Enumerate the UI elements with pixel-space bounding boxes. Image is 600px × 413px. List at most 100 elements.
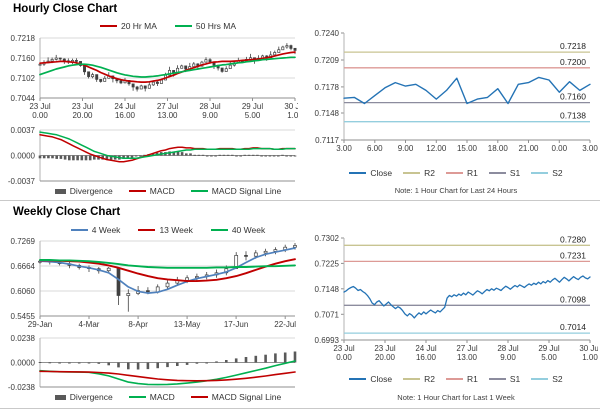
svg-text:-0.0037: -0.0037 xyxy=(8,177,36,184)
legend-item: Close xyxy=(349,168,392,178)
svg-text:0.7098: 0.7098 xyxy=(560,294,586,304)
legend-label: Divergence xyxy=(69,392,113,402)
svg-text:20.00: 20.00 xyxy=(72,111,93,120)
legend-item: MACD Signal Line xyxy=(190,186,281,196)
legend-item: R1 xyxy=(445,374,478,384)
weekly-pivot-legend: Close R2 R1 S1 S2 xyxy=(322,374,590,384)
legend-item: MACD Signal Line xyxy=(190,392,282,402)
svg-text:0.0037: 0.0037 xyxy=(11,126,36,135)
legend-item: 4 Week xyxy=(70,225,120,235)
legend-line-swatch-icon xyxy=(488,172,506,174)
hourly-macd-chart: 0.0037 0.0000 -0.0037 xyxy=(8,126,297,184)
legend-line-swatch-icon xyxy=(403,378,421,380)
legend-line-swatch-icon xyxy=(99,25,117,27)
svg-text:23 Jul: 23 Jul xyxy=(72,102,94,111)
legend-label: S2 xyxy=(552,374,563,384)
svg-text:29 Jul: 29 Jul xyxy=(538,344,560,353)
legend-line-swatch-icon xyxy=(128,396,146,398)
svg-text:0.5455: 0.5455 xyxy=(11,312,36,321)
svg-text:16.00: 16.00 xyxy=(416,353,437,362)
svg-text:13-May: 13-May xyxy=(174,320,201,329)
legend-item: 20 Hr MA xyxy=(99,21,157,31)
svg-text:0.7209: 0.7209 xyxy=(315,56,340,65)
weekly-macd-legend: Divergence MACD MACD Signal Line xyxy=(40,392,296,402)
svg-text:22-Jul: 22-Jul xyxy=(274,320,296,329)
legend-item: S2 xyxy=(531,374,563,384)
svg-text:29-Jan: 29-Jan xyxy=(28,320,52,329)
bottom-divider xyxy=(0,408,600,409)
svg-text:12.00: 12.00 xyxy=(426,144,447,153)
legend-line-swatch-icon xyxy=(349,172,367,174)
svg-text:23 Jul: 23 Jul xyxy=(374,344,396,353)
svg-text:27 Jul: 27 Jul xyxy=(157,102,179,111)
legend-item: R2 xyxy=(403,374,435,384)
svg-text:0.6664: 0.6664 xyxy=(11,262,36,271)
svg-text:9.00: 9.00 xyxy=(398,144,414,153)
svg-text:0.7044: 0.7044 xyxy=(11,94,36,103)
svg-text:23 Jul: 23 Jul xyxy=(333,344,355,353)
legend-item: 13 Week xyxy=(138,225,193,235)
legend-line-swatch-icon xyxy=(531,172,549,174)
svg-text:18.00: 18.00 xyxy=(488,144,509,153)
svg-text:13.00: 13.00 xyxy=(457,353,478,362)
weekly-macd-chart: 0.0238 0.0000 -0.0238 xyxy=(8,334,297,391)
hourly-macd-legend: Divergence MACD MACD Signal Line xyxy=(40,186,296,196)
legend-line-swatch-icon xyxy=(174,25,192,27)
legend-label: R2 xyxy=(424,374,435,384)
svg-text:0.7138: 0.7138 xyxy=(560,111,586,121)
legend-item: MACD xyxy=(128,392,175,402)
svg-text:16.00: 16.00 xyxy=(115,111,136,120)
hourly-ma-legend: 20 Hr MA 50 Hrs MA xyxy=(40,21,296,31)
legend-item: R1 xyxy=(445,168,478,178)
svg-text:17-Jun: 17-Jun xyxy=(224,320,248,329)
legend-item: R2 xyxy=(403,168,435,178)
weekly-chart-note: Note: 1 Hour Chart for Last 1 Week xyxy=(397,393,515,402)
svg-text:24 Jul: 24 Jul xyxy=(415,344,437,353)
svg-text:0.7117: 0.7117 xyxy=(315,136,339,145)
hourly-chart-note: Note: 1 Hour Chart for Last 24 Hours xyxy=(394,186,518,195)
svg-text:0.0000: 0.0000 xyxy=(11,359,36,368)
legend-line-swatch-icon xyxy=(128,190,146,192)
legend-item: S2 xyxy=(531,168,563,178)
svg-text:0.0000: 0.0000 xyxy=(11,152,36,161)
svg-text:28 Jul: 28 Jul xyxy=(199,102,221,111)
svg-text:0.7218: 0.7218 xyxy=(11,34,36,43)
legend-label: R1 xyxy=(466,374,478,384)
svg-text:0.00: 0.00 xyxy=(336,353,352,362)
svg-text:0.7148: 0.7148 xyxy=(315,285,340,294)
legend-line-swatch-icon xyxy=(349,378,367,380)
svg-text:29 Jul: 29 Jul xyxy=(242,102,264,111)
legend-label: 40 Week xyxy=(231,225,266,235)
legend-label: S1 xyxy=(509,168,521,178)
legend-item: MACD xyxy=(128,186,175,196)
svg-text:9.00: 9.00 xyxy=(202,111,218,120)
svg-text:-0.0238: -0.0238 xyxy=(8,383,36,391)
legend-item: Divergence xyxy=(54,186,113,196)
legend-item: 50 Hrs MA xyxy=(174,21,236,31)
svg-text:0.7231: 0.7231 xyxy=(560,250,586,260)
svg-text:8-Apr: 8-Apr xyxy=(128,320,148,329)
svg-text:0.7302: 0.7302 xyxy=(315,234,340,243)
svg-text:0.7160: 0.7160 xyxy=(11,54,36,63)
legend-line-swatch-icon xyxy=(210,229,228,231)
legend-label: MACD Signal Line xyxy=(211,392,282,402)
legend-label: R1 xyxy=(466,168,478,178)
legend-label: Divergence xyxy=(69,186,113,196)
svg-text:9.00: 9.00 xyxy=(500,353,516,362)
legend-bar-swatch-icon xyxy=(54,188,66,194)
svg-text:0.7148: 0.7148 xyxy=(315,109,340,118)
svg-text:21.00: 21.00 xyxy=(518,144,539,153)
svg-text:13.00: 13.00 xyxy=(157,111,178,120)
legend-item: Close xyxy=(349,374,392,384)
svg-text:0.0238: 0.0238 xyxy=(11,334,36,343)
legend-line-swatch-icon xyxy=(445,378,463,380)
legend-line-swatch-icon xyxy=(531,378,549,380)
svg-text:0.7071: 0.7071 xyxy=(315,310,340,319)
svg-text:0.6993: 0.6993 xyxy=(315,336,340,345)
svg-text:0.7178: 0.7178 xyxy=(315,83,340,92)
